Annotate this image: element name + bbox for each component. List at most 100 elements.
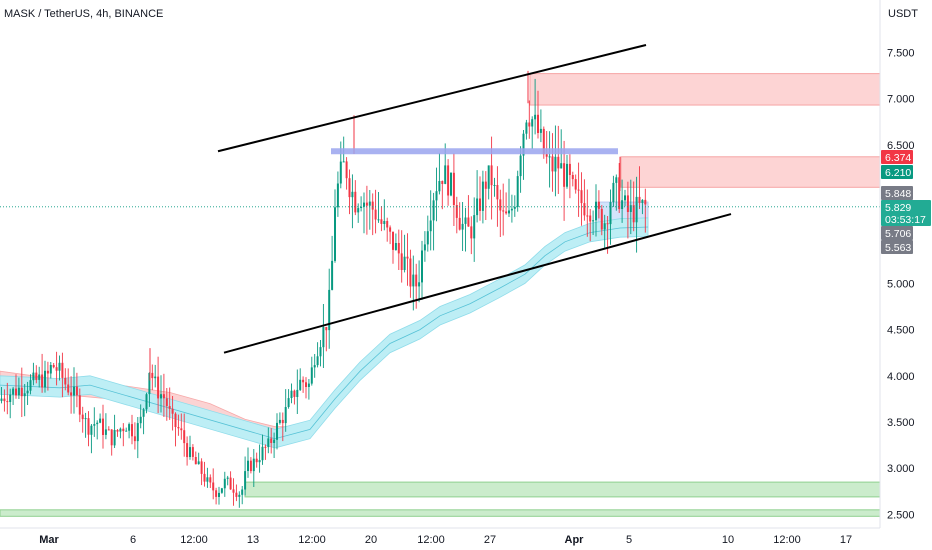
- price-tag-bg-0: [881, 150, 913, 164]
- time-tick-label-6: 12:00: [417, 534, 445, 546]
- candle-body-199: [577, 189, 580, 191]
- candle-body-33: [96, 422, 99, 425]
- candle-body-157: [455, 205, 458, 218]
- candle-body-11: [32, 372, 35, 381]
- candle-body-23: [67, 384, 70, 393]
- candle-body-10: [29, 380, 32, 391]
- candle-body-77: [223, 478, 226, 489]
- candle-body-201: [583, 203, 586, 216]
- price-tick-label-4: 4.500: [887, 325, 915, 337]
- candle-body-138: [400, 253, 403, 270]
- candle-body-93: [270, 438, 273, 443]
- candle-body-98: [284, 407, 287, 424]
- candle-body-86: [249, 460, 252, 472]
- candle-body-69: [200, 461, 203, 474]
- candle-body-80: [232, 489, 235, 493]
- candle-body-168: [487, 165, 490, 189]
- candle-body-187: [542, 128, 545, 155]
- candle-body-210: [609, 202, 612, 225]
- candle-body-66: [191, 447, 194, 457]
- price-tag-2: 5.848: [885, 188, 911, 200]
- price-tag-bg-6: [881, 240, 913, 254]
- candle-body-214: [621, 200, 624, 209]
- candle-body-205: [595, 201, 597, 221]
- time-tick-label-2: 12:00: [180, 534, 208, 546]
- candle-body-125: [363, 202, 365, 207]
- candle-body-45: [131, 424, 133, 437]
- price-tag-bg-4: [881, 212, 931, 226]
- candle-body-68: [197, 461, 200, 465]
- candle-body-108: [313, 365, 316, 368]
- candle-body-118: [342, 161, 345, 163]
- candle-body-172: [499, 199, 502, 211]
- candle-body-96: [278, 419, 281, 423]
- candle-body-120: [348, 178, 351, 198]
- candle-body-204: [592, 220, 595, 222]
- candle-body-53: [154, 376, 157, 379]
- price-tick-label-7: 3.000: [887, 463, 915, 475]
- candle-body-31: [90, 425, 93, 435]
- zone-demand-2: [244, 481, 881, 498]
- time-tick-label-10: 10: [722, 534, 734, 546]
- candle-body-89: [258, 460, 261, 463]
- candle-body-62: [180, 428, 183, 431]
- candle-body-94: [273, 439, 276, 443]
- candle-body-79: [229, 477, 232, 490]
- candle-body-1: [3, 398, 6, 402]
- candle-body-222: [644, 199, 647, 205]
- candle-body-116: [336, 183, 339, 208]
- candle-body-182: [528, 122, 531, 127]
- candle-body-173: [502, 210, 505, 212]
- candle-body-134: [389, 227, 392, 232]
- candles-layer: [0, 70, 647, 508]
- channel-line-upper: [217, 43, 647, 153]
- candle-body-37: [107, 429, 110, 431]
- candle-body-104: [302, 379, 305, 383]
- candle-body-203: [589, 215, 592, 222]
- candle-body-43: [125, 430, 128, 432]
- candle-body-92: [267, 438, 270, 448]
- candle-body-100: [290, 390, 293, 398]
- ma-ribbon-mid-blue-1: [0, 226, 649, 440]
- candle-body-9: [26, 390, 29, 394]
- candle-body-95: [276, 422, 278, 440]
- candle-body-147: [426, 231, 429, 245]
- candle-body-178: [516, 176, 519, 207]
- candle-body-87: [252, 458, 255, 472]
- channel-line-lower: [223, 213, 732, 354]
- candle-body-128: [371, 201, 374, 210]
- candle-body-103: [299, 379, 302, 390]
- candle-body-155: [450, 172, 452, 196]
- resistance-line: [331, 148, 618, 155]
- candle-body-169: [490, 165, 493, 186]
- candle-body-83: [241, 489, 244, 495]
- candle-body-111: [322, 327, 325, 348]
- candle-body-105: [305, 382, 307, 387]
- candle-body-72: [209, 477, 212, 483]
- candle-body-107: [310, 367, 313, 384]
- candle-body-146: [423, 244, 426, 251]
- candle-body-57: [165, 398, 168, 407]
- candle-body-47: [136, 423, 139, 442]
- zones-layer: [0, 73, 881, 517]
- candle-body-25: [73, 386, 75, 396]
- candle-body-140: [406, 256, 409, 259]
- candle-body-160: [464, 217, 467, 224]
- candle-body-16: [46, 370, 49, 374]
- candle-body-197: [571, 175, 574, 180]
- candle-body-162: [470, 226, 473, 239]
- candle-body-51: [148, 372, 151, 395]
- time-tick-label-5: 20: [365, 534, 377, 546]
- price-tag-1: 6.210: [885, 167, 911, 179]
- candle-body-191: [554, 156, 557, 172]
- candle-body-5: [15, 388, 17, 396]
- candle-body-145: [421, 250, 423, 283]
- price-tag-4: 03:53:17: [885, 214, 926, 226]
- candle-body-115: [334, 207, 336, 261]
- candle-body-6: [17, 387, 20, 396]
- candle-body-28: [81, 414, 84, 420]
- candle-body-166: [481, 181, 484, 211]
- candle-body-206: [597, 201, 600, 209]
